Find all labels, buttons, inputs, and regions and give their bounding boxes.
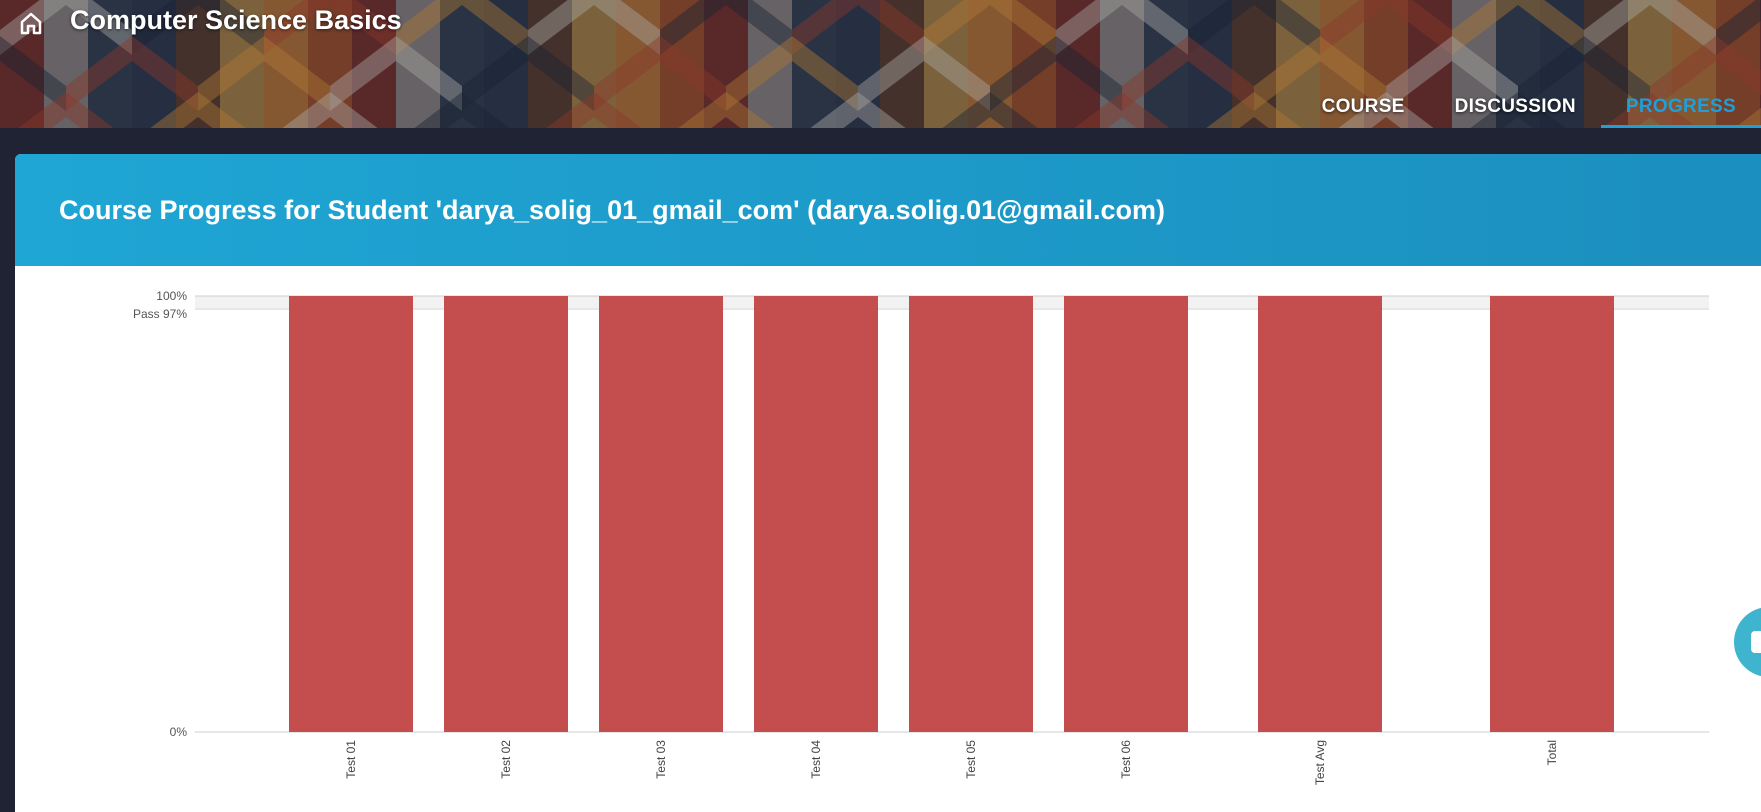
x-tick-label: Test 03 <box>654 740 668 779</box>
course-header: Computer Science Basics COURSE DISCUSSIO… <box>0 0 1761 128</box>
course-title: Computer Science Basics <box>70 5 402 35</box>
x-tick-label: Test 02 <box>499 740 513 779</box>
tab-progress[interactable]: PROGRESS <box>1600 88 1761 128</box>
progress-title: Course Progress for Student 'darya_solig… <box>59 194 1166 225</box>
x-tick-label: Test 04 <box>809 740 823 779</box>
progress-chart-svg: 100% Pass 97% 0% Test 01 Test 02 Test 03 Test … <box>133 289 1709 785</box>
y-tick-label: 100% <box>156 289 187 303</box>
bar <box>1490 296 1614 732</box>
bar <box>1258 296 1382 732</box>
tab-discussion[interactable]: DISCUSSION <box>1454 96 1576 117</box>
course-nav: COURSE DISCUSSION PROGRESS <box>1297 88 1761 128</box>
bar <box>754 296 878 732</box>
home-icon <box>20 12 42 35</box>
progress-card-header: Course Progress for Student 'darya_solig… <box>15 154 1761 266</box>
bar <box>1064 296 1188 732</box>
progress-chart: 100% Pass 97% 0% Test 01 Test 02 Test 03 Test … <box>15 266 1761 812</box>
header-pattern <box>0 0 1761 128</box>
x-tick-label: Test Avg <box>1313 740 1327 785</box>
y-tick-label: 0% <box>170 725 188 739</box>
tab-course[interactable]: COURSE <box>1321 96 1405 117</box>
bar <box>909 296 1033 732</box>
x-tick-label: Test 06 <box>1119 740 1133 779</box>
x-tick-label: Test 01 <box>344 740 358 779</box>
x-tick-label: Total <box>1545 740 1559 765</box>
chat-icon <box>1751 631 1761 653</box>
x-tick-label: Test 05 <box>964 740 978 779</box>
progress-card: Course Progress for Student 'darya_solig… <box>15 154 1761 812</box>
bar <box>444 296 568 732</box>
home-button[interactable] <box>14 6 48 40</box>
bar <box>289 296 413 732</box>
pass-line-label: Pass 97% <box>133 307 187 321</box>
bar <box>599 296 723 732</box>
